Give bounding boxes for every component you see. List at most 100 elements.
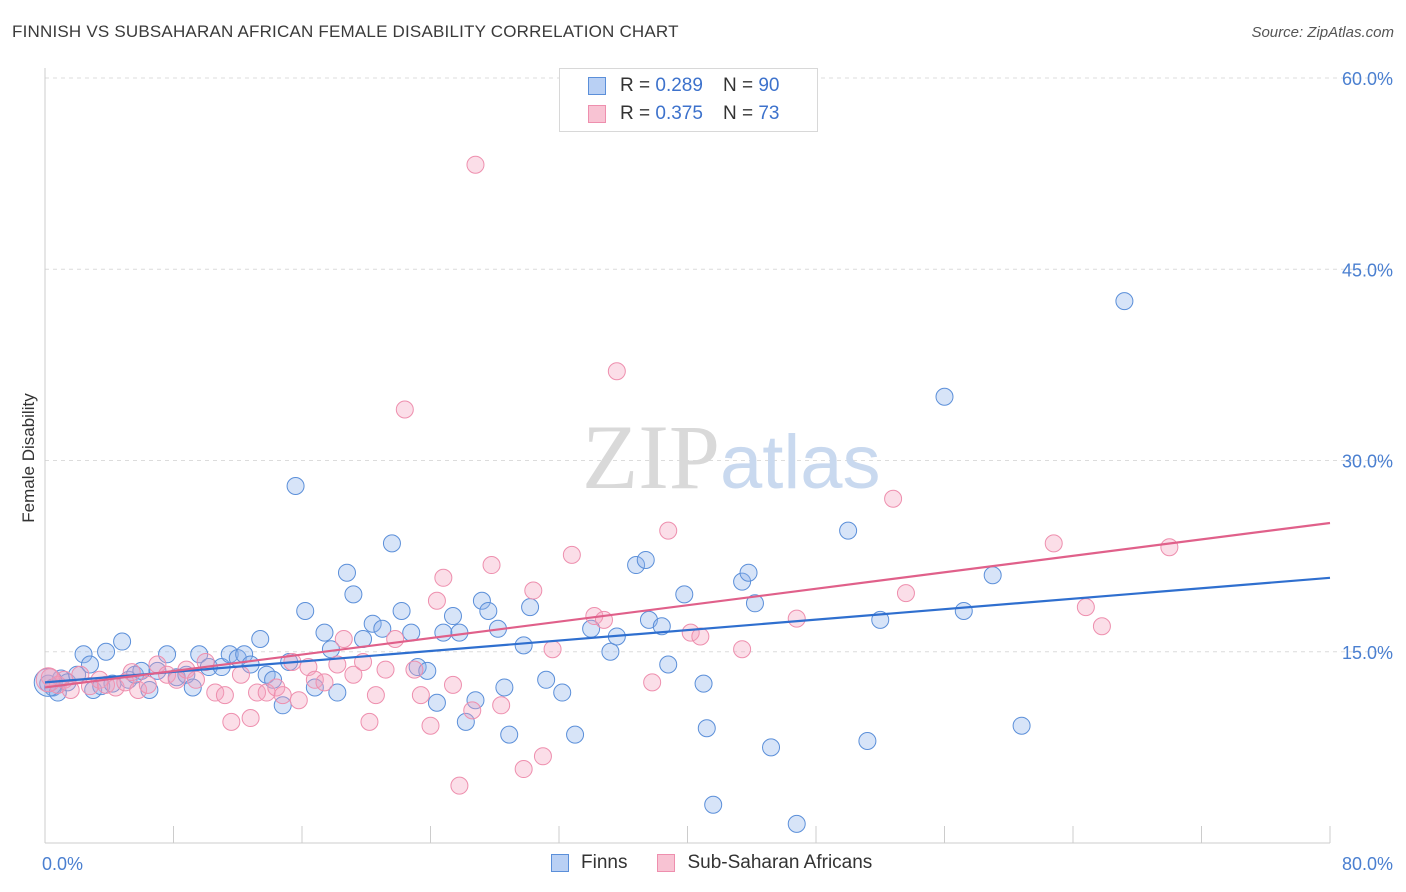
point-africans	[1160, 538, 1179, 557]
point-finns	[697, 719, 716, 738]
point-africans	[129, 681, 148, 699]
point-finns	[434, 623, 453, 642]
point-africans	[607, 362, 626, 381]
point-africans	[482, 556, 501, 575]
point-africans	[1092, 617, 1111, 636]
point-africans	[376, 660, 395, 679]
legend-row-finns: R = 0.289 N = 90	[588, 74, 779, 98]
point-africans	[215, 686, 234, 705]
trend-line-africans	[44, 521, 1331, 689]
legend-n-value: 73	[758, 103, 780, 124]
point-finns	[456, 712, 475, 731]
legend-label-finns: Finns	[581, 852, 628, 873]
point-finns	[315, 623, 334, 642]
legend-swatch-africans	[657, 854, 676, 872]
point-finns	[839, 521, 858, 540]
y-tick-label: 45.0%	[1342, 260, 1393, 280]
point-africans	[138, 675, 157, 694]
point-africans	[231, 665, 250, 684]
point-finns	[305, 678, 324, 697]
point-finns	[601, 642, 620, 661]
point-africans	[1044, 534, 1063, 553]
point-africans	[186, 670, 205, 689]
point-finns	[521, 598, 540, 617]
gridlines	[45, 77, 1392, 653]
point-africans	[405, 660, 424, 679]
legend-swatch-africans	[588, 105, 606, 123]
point-africans	[1076, 598, 1095, 617]
point-finns	[762, 738, 781, 757]
point-finns	[418, 661, 437, 680]
legend-n-label: N =	[722, 75, 754, 96]
legend-r-value: 0.289	[655, 75, 703, 96]
legend-n-label: N =	[722, 103, 754, 124]
point-africans	[450, 776, 469, 795]
point-africans	[411, 686, 430, 705]
point-finns	[443, 607, 462, 626]
point-finns	[363, 614, 382, 633]
y-tick-label: 60.0%	[1342, 69, 1393, 89]
trend-line-finns	[44, 576, 1331, 684]
point-finns	[983, 566, 1002, 585]
point-africans	[289, 691, 308, 710]
axes	[44, 68, 1331, 844]
point-finns	[328, 683, 347, 702]
point-finns	[694, 674, 713, 693]
point-finns	[392, 601, 411, 620]
legend-label-africans: Sub-Saharan Africans	[687, 852, 873, 873]
x-tick-label: 80.0%	[1342, 854, 1393, 874]
point-africans	[222, 712, 241, 731]
point-africans	[434, 568, 453, 587]
point-finns	[190, 645, 209, 664]
legend-n-value: 90	[758, 75, 780, 96]
point-africans	[334, 630, 353, 648]
point-africans	[421, 716, 440, 735]
point-africans	[884, 489, 903, 508]
point-africans	[427, 591, 446, 610]
point-finns	[675, 585, 694, 604]
point-finns	[739, 563, 758, 582]
point-africans	[267, 678, 286, 697]
point-finns	[935, 387, 954, 406]
series-legend: Finns Sub-Saharan Africans	[551, 852, 902, 874]
point-finns	[495, 678, 514, 697]
point-finns	[472, 591, 491, 610]
point-africans	[315, 673, 334, 692]
point-africans	[395, 400, 414, 419]
legend-box: R = 0.289 N = 90 R = 0.375 N = 73	[559, 68, 818, 132]
point-africans	[248, 683, 267, 702]
point-africans	[533, 747, 552, 766]
chart-title: FINNISH VS SUBSAHARAN AFRICAN FEMALE DIS…	[12, 22, 679, 41]
point-africans	[787, 609, 806, 628]
point-finns	[113, 632, 132, 651]
point-africans	[366, 686, 385, 705]
legend-row-africans: R = 0.375 N = 73	[588, 102, 779, 126]
point-africans	[524, 581, 543, 600]
point-finns	[373, 619, 392, 638]
point-finns	[402, 623, 421, 642]
point-finns	[537, 670, 556, 689]
point-africans	[344, 665, 363, 684]
point-finns	[652, 617, 671, 636]
legend-item-finns: Finns	[551, 852, 627, 874]
point-africans	[659, 521, 678, 540]
point-finns	[1115, 292, 1134, 311]
source-label: Source: ZipAtlas.com	[1251, 24, 1394, 41]
point-finns	[514, 636, 533, 655]
legend-item-africans: Sub-Saharan Africans	[657, 852, 872, 874]
point-africans	[562, 545, 581, 564]
point-finns	[636, 550, 655, 569]
point-africans	[463, 701, 482, 720]
y-axis-label: Female Disability	[19, 393, 38, 523]
point-finns	[337, 563, 356, 582]
legend-r-label: R =	[620, 75, 651, 96]
point-finns	[704, 795, 723, 814]
point-finns	[251, 630, 270, 648]
point-finns	[479, 601, 498, 620]
point-africans	[594, 610, 613, 629]
y-tick-label: 15.0%	[1342, 643, 1393, 663]
point-finns	[273, 696, 292, 715]
point-finns	[97, 642, 116, 661]
point-finns	[566, 725, 585, 744]
point-finns	[1012, 716, 1031, 735]
